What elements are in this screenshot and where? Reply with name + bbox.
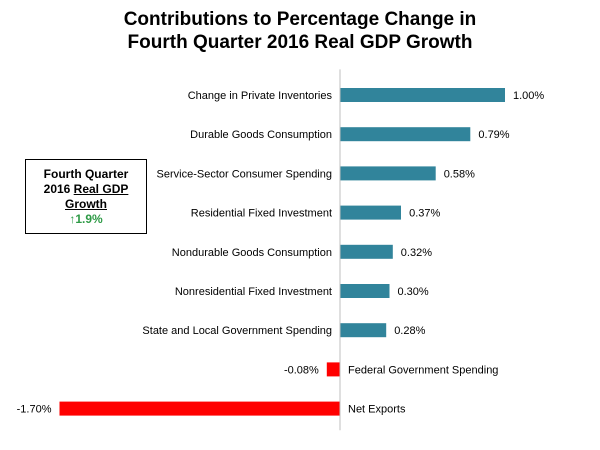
category-label-change-in-private-inventories: Change in Private Inventories [188,90,333,102]
value-label-state-and-local-government-spending: 0.28% [394,325,425,337]
category-label-residential-fixed-investment: Residential Fixed Investment [191,208,332,220]
category-label-state-and-local-government-spending: State and Local Government Spending [142,325,332,337]
callout-line-3: Growth [65,197,107,211]
value-label-change-in-private-inventories: 1.00% [513,90,544,102]
category-label-net-exports: Net Exports [348,404,406,416]
bar-nonresidential-fixed-investment [340,284,390,298]
value-label-residential-fixed-investment: 0.37% [409,208,440,220]
gdp-growth-callout: Fourth Quarter 2016 Real GDP Growth ↑1.9… [25,159,147,234]
bar-nondurable-goods-consumption [340,244,393,259]
callout-line-2-underlined: Real GDP [73,182,129,196]
callout-growth: ↑1.9% [26,212,146,227]
category-label-service-sector-consumer-spending: Service-Sector Consumer Spending [157,168,332,180]
labels-layer: Change in Private Inventories 1.00% Durabl… [17,90,545,416]
callout-growth-value: 1.9% [75,212,103,226]
bar-net-exports [59,401,340,416]
bar-service-sector-consumer-spending [340,166,436,181]
value-label-durable-goods-consumption: 0.79% [478,129,509,141]
value-label-federal-government-spending: -0.08% [284,364,319,376]
bar-residential-fixed-investment [340,205,401,220]
value-label-nonresidential-fixed-investment: 0.30% [398,286,429,298]
up-arrow-icon: ↑ [69,212,76,226]
value-label-service-sector-consumer-spending: 0.58% [444,168,475,180]
bars-layer [59,88,505,416]
bar-federal-government-spending [326,362,340,377]
value-label-nondurable-goods-consumption: 0.32% [401,247,432,259]
chart-title-line-1: Contributions to Percentage Change in [123,9,477,30]
category-label-nondurable-goods-consumption: Nondurable Goods Consumption [172,247,332,259]
bar-durable-goods-consumption [340,127,471,142]
bar-change-in-private-inventories [340,88,505,102]
value-label-net-exports: -1.70% [17,404,52,416]
callout-line-2-prefix: 2016 [43,182,74,196]
chart-title: Contributions to Percentage Change in Fo… [0,8,600,54]
chart-title-line-2: Fourth Quarter 2016 Real GDP Growth [127,32,473,53]
category-label-nonresidential-fixed-investment: Nonresidential Fixed Investment [175,286,332,298]
bar-state-and-local-government-spending [340,323,387,338]
callout-line-1: Fourth Quarter [43,167,129,181]
callout-line-2: 2016 Real GDP [26,182,146,197]
category-label-federal-government-spending: Federal Government Spending [348,364,498,376]
category-label-durable-goods-consumption: Durable Goods Consumption [190,129,332,141]
